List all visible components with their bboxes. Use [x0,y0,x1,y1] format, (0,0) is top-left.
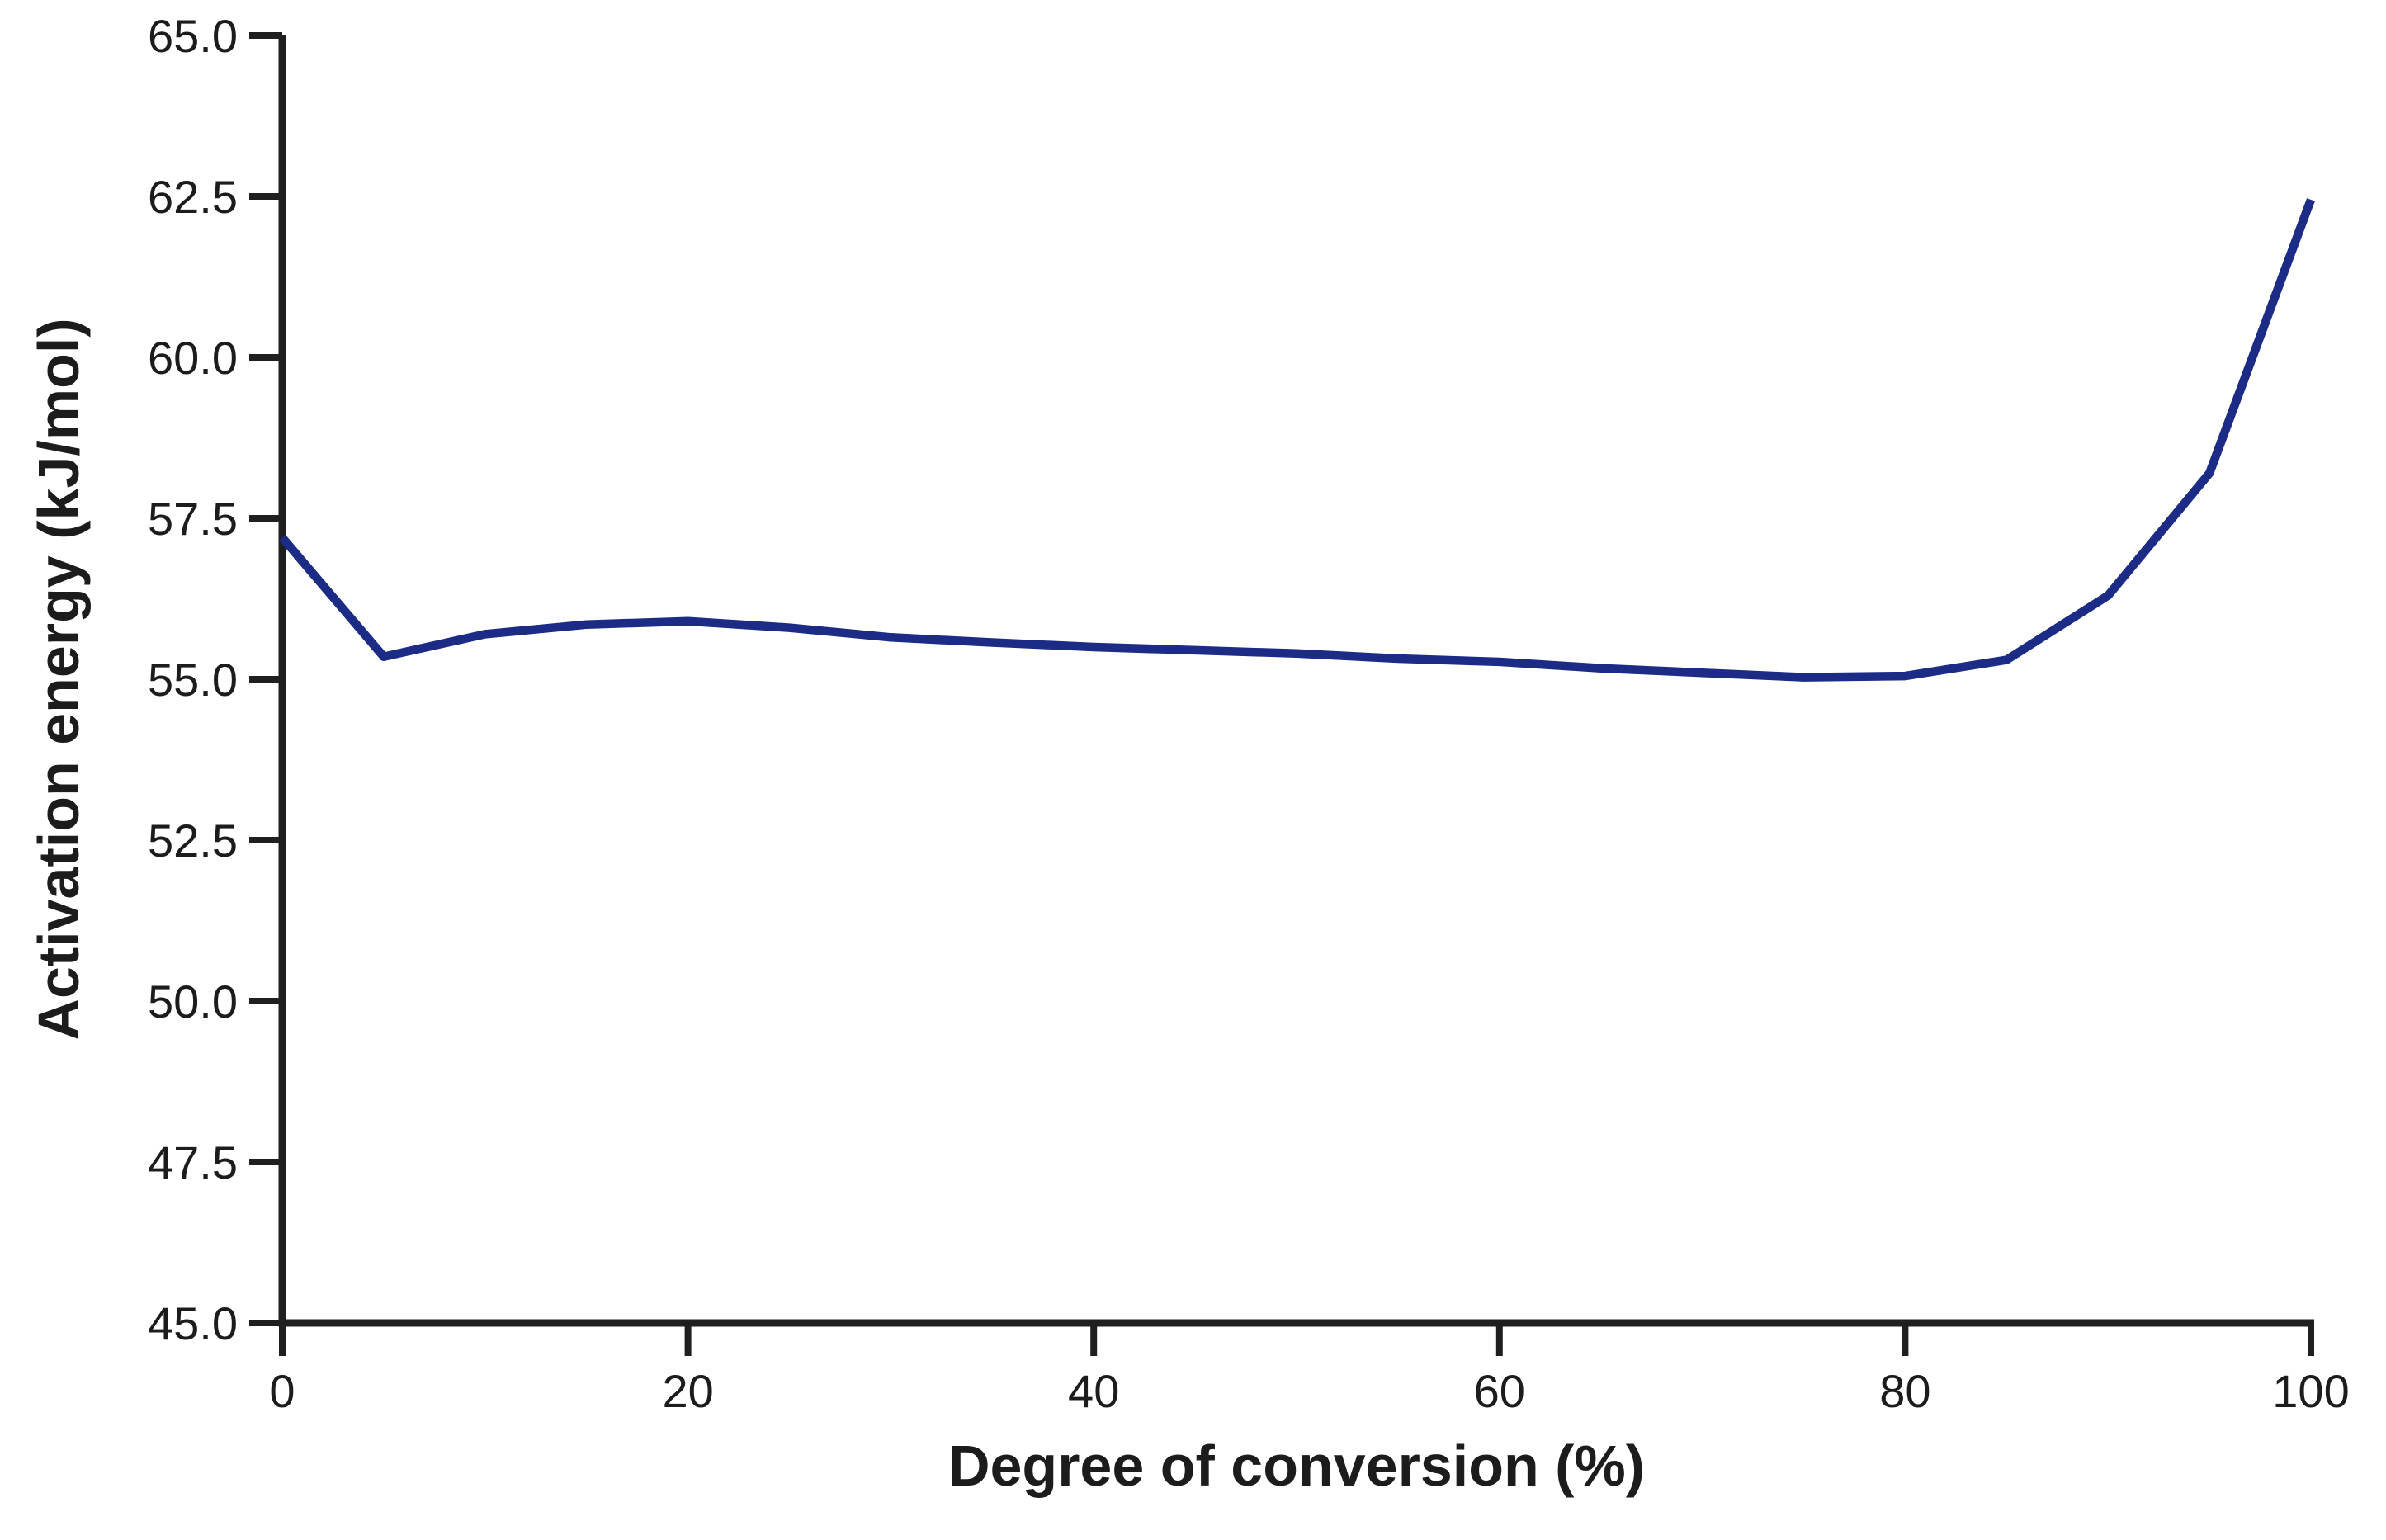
y-tick-label: 60.0 [148,332,238,384]
x-tick-label: 100 [2272,1365,2349,1417]
axes-layer: 45.0 47.5 50.0 52.5 55.0 57.5 60.0 62.5 65.0 0 20 4… [148,10,2350,1417]
x-tick-label: 20 [662,1365,713,1417]
x-tick-label: 40 [1068,1365,1119,1417]
x-tick-label: 60 [1474,1365,1525,1417]
y-tick-label: 62.5 [148,171,238,223]
x-axis-title: Degree of conversion (%) [948,1434,1645,1498]
y-tick-label: 47.5 [148,1136,238,1188]
y-tick-label: 45.0 [148,1297,238,1349]
activation-energy-line [279,198,2315,682]
y-tick-label: 57.5 [148,493,238,545]
x-tick-label: 0 [269,1365,295,1417]
y-tick-label: 65.0 [148,10,238,62]
y-tick-label: 55.0 [148,654,238,706]
y-tick-label: 52.5 [148,815,238,867]
y-tick-label: 50.0 [148,975,238,1027]
series-layer [279,198,2315,682]
x-tick-label: 80 [1879,1365,1930,1417]
y-axis-title: Activation energy (kJ/mol) [26,318,91,1040]
